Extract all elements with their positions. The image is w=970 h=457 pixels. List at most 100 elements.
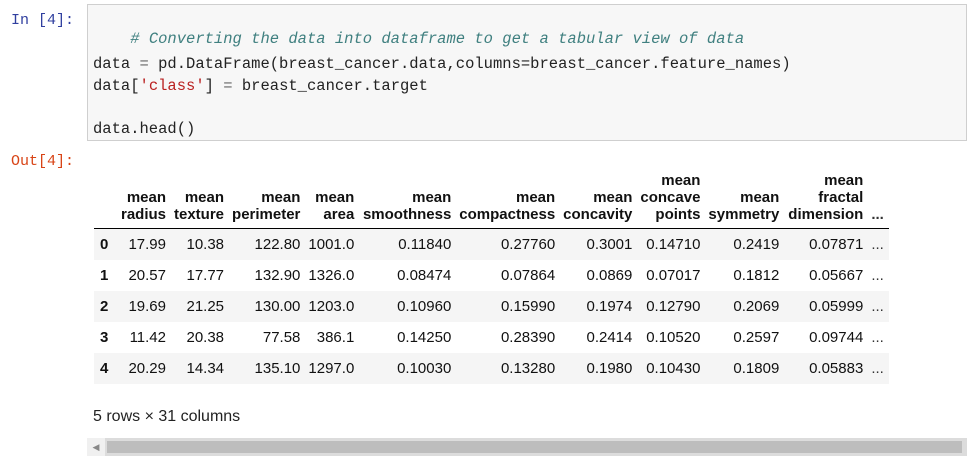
dataframe-shape-summary: 5 rows × 31 columns: [93, 408, 241, 425]
code-line-comment: # Converting the data into dataframe to …: [93, 12, 744, 66]
table-cell: 1326.0: [308, 266, 355, 284]
table-cell: 0.07017: [646, 266, 701, 284]
table-row: 4 20.29 14.34 135.10 1297.0 0.10030 0.13…: [94, 352, 890, 384]
table-row: 2 19.69 21.25 130.00 1203.0 0.10960 0.15…: [94, 290, 890, 322]
index-header: [94, 170, 114, 229]
table-cell: 0.12790: [636, 290, 705, 322]
column-header: mean area: [304, 170, 359, 229]
row-index: 2: [94, 290, 114, 322]
cell-ellipsis: ...: [871, 266, 884, 284]
row-index: 1: [100, 266, 109, 284]
table-cell: 0.05999: [783, 290, 868, 322]
table-cell: 0.07864: [500, 266, 556, 284]
input-prompt: In [4]:: [11, 12, 75, 29]
table-cell: 0.27760: [455, 228, 560, 260]
column-header: mean texture: [170, 170, 229, 229]
table-row: 0 17.99 10.38 122.80 1001.0 0.11840 0.27…: [94, 228, 890, 260]
table-cell: 0.10430: [636, 352, 705, 384]
cell-ellipsis: ...: [867, 290, 890, 322]
table-cell: 0.14250: [397, 328, 452, 346]
table-cell: 0.1980: [559, 352, 637, 384]
table-cell: 386.1: [316, 328, 355, 346]
cell-ellipsis: ...: [867, 352, 890, 384]
table-cell: 0.2419: [704, 228, 784, 260]
caret-left-icon: ◀: [92, 441, 100, 452]
code-input-area[interactable]: # Converting the data into dataframe to …: [87, 4, 967, 141]
code-line-class: data['class'] = breast_cancer.target: [93, 77, 428, 95]
table-cell: 17.77: [186, 266, 225, 284]
row-index: 4: [94, 352, 114, 384]
table-cell: 11.42: [129, 328, 166, 346]
table-cell: 135.10: [228, 352, 305, 384]
code-expr-b: ]: [204, 77, 224, 95]
table-row: 1 20.57 17.77 132.90 1326.0 0.08474 0.07…: [94, 260, 889, 291]
table-cell: 0.3001: [559, 228, 637, 260]
column-header: mean concavity: [559, 170, 637, 229]
scrollbar-thumb[interactable]: [107, 441, 962, 453]
code-head-call: data.head(): [93, 120, 196, 138]
table-cell: 0.28390: [500, 328, 556, 346]
table-cell: 0.05883: [783, 352, 868, 384]
code-line-dataframe: data = pd.DataFrame(breast_cancer.data,c…: [93, 55, 791, 73]
table-cell: 0.11840: [358, 228, 456, 260]
table-cell: 19.69: [114, 290, 170, 322]
cell-ellipsis: ...: [871, 328, 884, 346]
table-cell: 20.57: [128, 266, 166, 284]
table-cell: 0.2414: [586, 328, 633, 346]
column-header: mean perimeter: [228, 170, 305, 229]
table-cell: 10.38: [170, 228, 229, 260]
cell-ellipsis: ...: [867, 228, 890, 260]
table-cell: 1203.0: [304, 290, 359, 322]
code-comment: # Converting the data into dataframe to …: [130, 30, 745, 48]
table-cell: 1001.0: [304, 228, 359, 260]
output-prompt: Out[4]:: [11, 153, 75, 170]
table-cell: 0.13280: [455, 352, 560, 384]
column-header: mean symmetry: [704, 170, 784, 229]
table-cell: 0.05667: [809, 266, 864, 284]
dataframe-table: mean radius mean texture mean perimeter mea…: [94, 170, 890, 384]
column-header: mean fractal dimension: [783, 170, 868, 229]
row-index: 0: [94, 228, 114, 260]
code-operator: =: [130, 55, 159, 73]
table-cell: 122.80: [228, 228, 305, 260]
table-cell: 0.1974: [559, 290, 637, 322]
table-cell: 130.00: [228, 290, 305, 322]
table-header-row: mean radius mean texture mean perimeter mea…: [94, 170, 890, 229]
code-var: data: [93, 55, 131, 73]
code-line-head: data.head(): [93, 120, 195, 138]
column-header: mean radius: [114, 170, 170, 229]
table-cell: 0.08474: [397, 266, 452, 284]
table-cell: 0.1809: [704, 352, 784, 384]
code-expr-a: data[: [93, 77, 140, 95]
table-cell: 0.07871: [783, 228, 868, 260]
table-cell: 0.10520: [646, 328, 701, 346]
horizontal-scrollbar[interactable]: ◀: [87, 438, 967, 456]
table-cell: 0.10030: [358, 352, 456, 384]
table-cell: 132.90: [254, 266, 301, 284]
code-expr-c: breast_cancer.target: [232, 77, 428, 95]
table-cell: 0.10960: [358, 290, 456, 322]
table-cell: 0.09744: [809, 328, 864, 346]
table-cell: 20.29: [114, 352, 170, 384]
table-cell: 0.2597: [733, 328, 780, 346]
scroll-left-button[interactable]: ◀: [87, 438, 105, 456]
column-header: mean smoothness: [358, 170, 456, 229]
table-cell: 21.25: [170, 290, 229, 322]
table-cell: 1297.0: [304, 352, 359, 384]
code-expression: pd.DataFrame(breast_cancer.data,columns=…: [158, 55, 791, 73]
column-ellipsis: ...: [867, 170, 890, 229]
column-header: mean compactness: [455, 170, 560, 229]
table-cell: 17.99: [114, 228, 170, 260]
code-string: 'class': [139, 77, 205, 95]
table-cell: 77.58: [262, 328, 301, 346]
table-row: 3 11.42 20.38 77.58 386.1 0.14250 0.2839…: [94, 322, 889, 353]
table-cell: 0.2069: [704, 290, 784, 322]
column-header: mean concave points: [636, 170, 705, 229]
table-cell: 0.0869: [586, 266, 633, 284]
table-cell: 0.1812: [733, 266, 780, 284]
row-index: 3: [100, 328, 109, 346]
table-cell: 14.34: [170, 352, 229, 384]
table-cell: 0.14710: [636, 228, 705, 260]
table-cell: 0.15990: [455, 290, 560, 322]
code-operator: =: [223, 77, 233, 95]
